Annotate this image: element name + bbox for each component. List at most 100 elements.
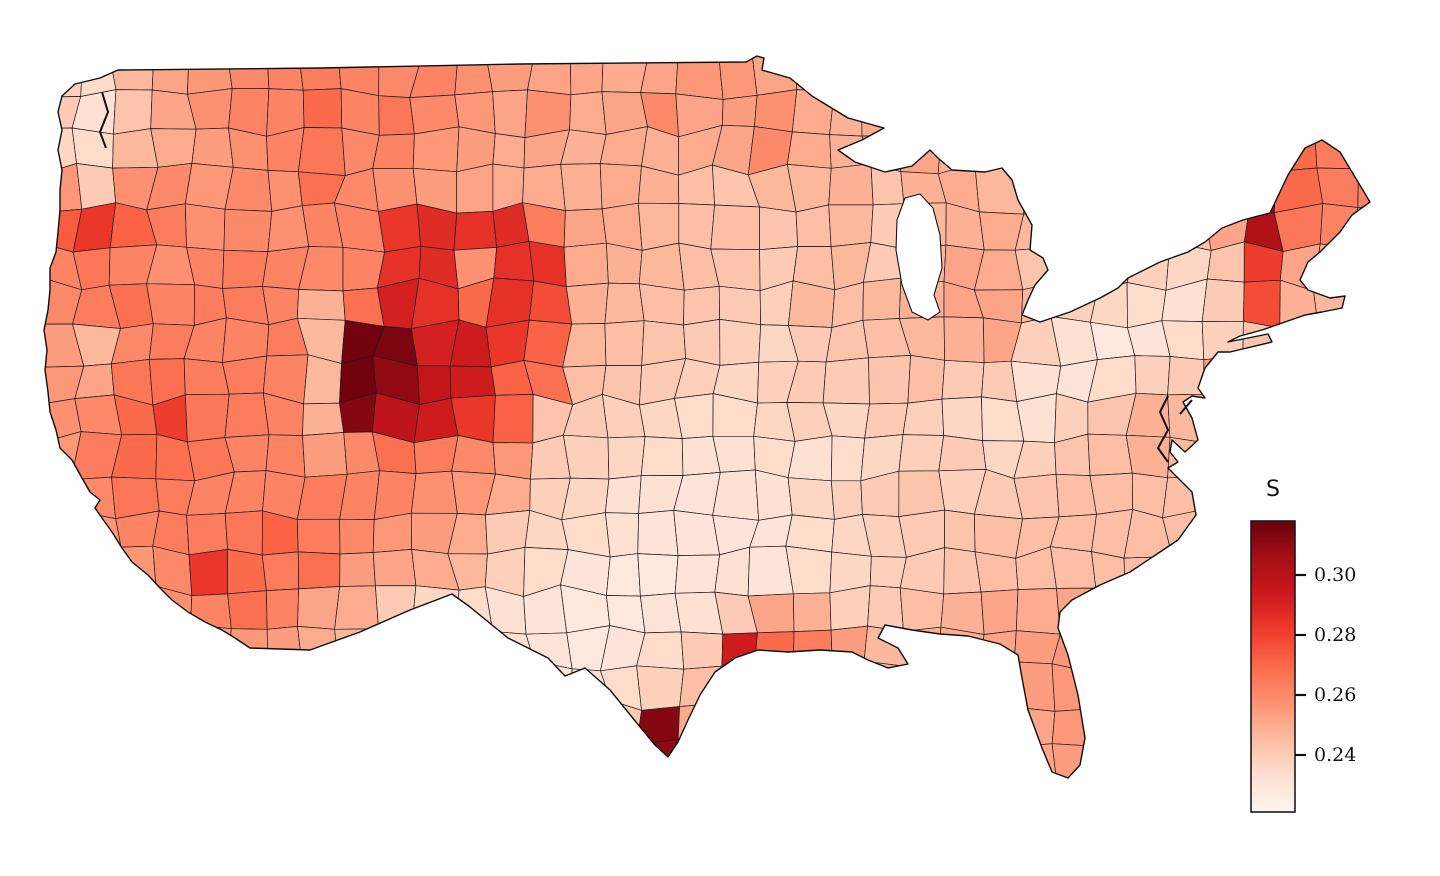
region-cell	[1319, 203, 1359, 250]
region-cell	[1358, 132, 1370, 170]
region-cell	[1279, 56, 1320, 100]
region-cell	[867, 740, 912, 778]
region-cell	[1089, 708, 1137, 747]
region-cell	[221, 355, 268, 395]
region-cell	[1321, 357, 1358, 403]
region-cell	[981, 360, 1018, 403]
region-cell	[1277, 327, 1323, 368]
region-cell	[1010, 661, 1056, 712]
region-cell	[710, 703, 759, 747]
region-cell	[418, 709, 454, 745]
region-cell	[1055, 473, 1097, 518]
region-cell	[486, 56, 536, 92]
region-cell	[1316, 780, 1358, 826]
region-cell	[1203, 507, 1241, 556]
region-cell	[44, 163, 83, 214]
region-cell	[605, 475, 642, 514]
region-cell	[44, 431, 82, 481]
region-cell	[787, 435, 833, 482]
region-cell	[1315, 395, 1359, 442]
region-cell	[1198, 593, 1247, 626]
region-cell	[677, 703, 712, 747]
region-cell	[340, 88, 380, 136]
region-cell	[485, 277, 535, 328]
region-cell	[1211, 784, 1240, 820]
region-cell	[1017, 56, 1052, 100]
region-cell	[867, 701, 912, 747]
region-cell	[1018, 134, 1051, 169]
region-cell	[1240, 56, 1281, 100]
region-cell	[829, 56, 870, 94]
region-cell	[1313, 287, 1360, 328]
region-cell	[76, 701, 121, 748]
region-cell	[976, 88, 1022, 135]
region-cell	[1128, 666, 1167, 712]
chesapeake-bay-water	[1157, 395, 1169, 463]
region-cell	[599, 163, 642, 210]
region-cell	[260, 739, 302, 778]
region-cell	[1277, 361, 1325, 396]
region-cell	[149, 741, 192, 778]
region-cell	[974, 124, 1025, 166]
region-cell	[637, 553, 679, 597]
region-cell	[565, 699, 611, 744]
region-cell	[492, 89, 528, 138]
region-cell	[527, 56, 572, 96]
region-cell	[1314, 126, 1360, 170]
region-cell	[191, 127, 234, 168]
region-cell	[565, 282, 609, 325]
region-cell	[710, 665, 759, 707]
colorbar-tick-label: 0.30	[1314, 564, 1356, 586]
region-cell	[828, 163, 874, 206]
puget-sound-water	[99, 91, 109, 149]
region-cell	[636, 631, 685, 670]
region-cell	[937, 669, 984, 705]
region-cell	[939, 739, 981, 778]
region-cell	[296, 518, 341, 555]
region-cell	[1023, 164, 1055, 215]
region-cell	[604, 282, 645, 324]
region-cell	[413, 664, 454, 711]
region-cell	[636, 706, 680, 746]
region-cell	[485, 319, 530, 368]
region-cell	[44, 669, 80, 706]
region-cell	[754, 89, 798, 133]
region-cell	[186, 513, 228, 556]
region-cell	[186, 786, 222, 821]
region-cell	[417, 365, 452, 406]
colorbar-tick-label: 0.24	[1314, 744, 1356, 766]
region-cell	[454, 56, 494, 96]
region-cell	[980, 589, 1019, 635]
region-cell	[410, 775, 452, 778]
region-cell	[262, 286, 299, 326]
region-cell	[607, 739, 644, 778]
region-cell	[978, 661, 1015, 708]
region-cell	[1169, 551, 1209, 595]
region-cell	[1206, 58, 1242, 95]
region-cell	[899, 701, 944, 747]
region-cell	[146, 775, 195, 778]
region-cell	[267, 205, 310, 253]
region-cell	[490, 705, 530, 747]
region-cell	[1164, 206, 1212, 251]
region-cell	[683, 285, 721, 326]
region-cell	[1128, 134, 1172, 177]
region-cell	[298, 56, 342, 91]
region-cell	[528, 660, 573, 708]
region-cell	[1093, 587, 1130, 633]
region-cell	[1352, 469, 1370, 516]
region-cell	[227, 590, 268, 630]
region-cell	[640, 56, 679, 95]
region-cell	[1096, 787, 1134, 825]
region-cell	[37, 784, 78, 824]
region-cell	[1089, 282, 1128, 329]
region-cell	[522, 202, 566, 248]
region-cell	[899, 666, 945, 705]
colorbar-title: S	[1266, 477, 1280, 502]
region-cell	[1134, 355, 1171, 396]
region-cell	[1350, 322, 1370, 363]
region-cell	[605, 512, 639, 558]
region-cell	[1055, 774, 1098, 778]
region-cell	[222, 782, 270, 821]
region-cell	[1093, 133, 1135, 176]
